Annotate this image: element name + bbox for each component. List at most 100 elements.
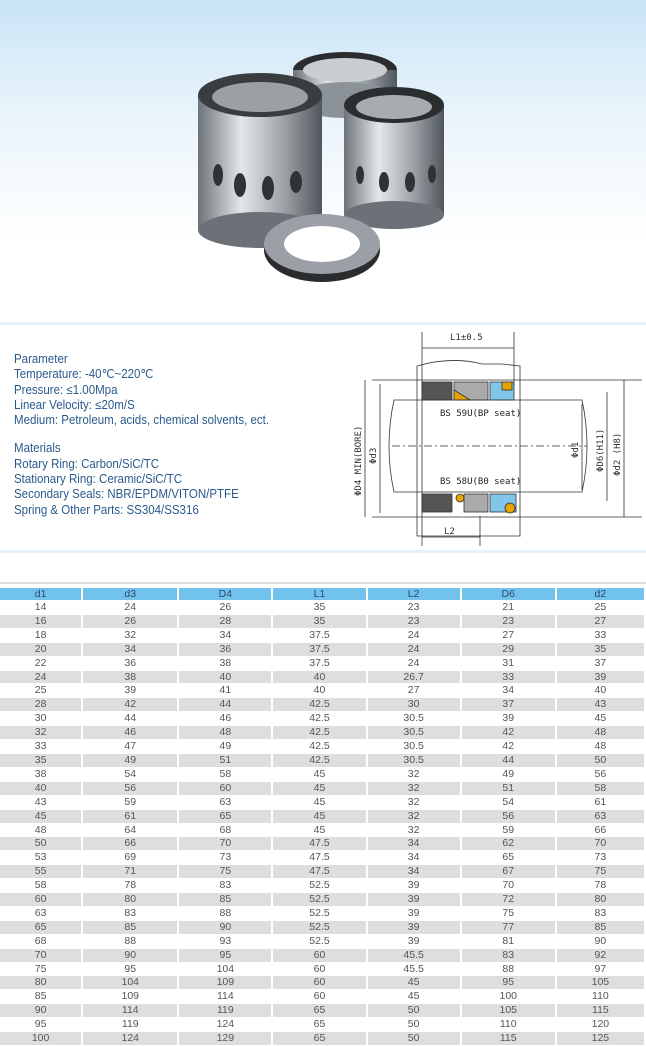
cell-d2: 50 <box>556 753 644 767</box>
cell-l1: 60 <box>313 990 326 1003</box>
l2-label: L2 <box>444 527 455 537</box>
cell-d1: 53 <box>34 851 47 864</box>
cell-d6: 54 <box>502 795 515 808</box>
column-header-l1: L1 <box>273 588 366 600</box>
cell-d4: 60 <box>179 781 272 795</box>
table-row: 58 78 83 52.5 39 70 78 <box>0 879 644 892</box>
cell-d1: 50 <box>0 837 82 851</box>
cell-d6: 65 <box>502 851 515 864</box>
table-row: 28 42 44 42.5 30 37 43 <box>0 698 644 712</box>
cell-d6: 75 <box>502 906 515 919</box>
table-row: 75 95 104 60 45.5 88 97 <box>0 963 644 976</box>
cell-d3: 42 <box>83 698 178 712</box>
cell-d3: 47 <box>124 740 137 753</box>
table-row: 90 114 119 65 50 105 115 <box>0 1004 644 1018</box>
cell-d3: 56 <box>83 781 178 795</box>
cell-l2: 32 <box>407 795 420 808</box>
cell-d4: 83 <box>219 879 232 892</box>
cell-d1: 14 <box>34 601 47 613</box>
table-row: 70 90 95 60 45.5 83 92 <box>0 948 644 962</box>
cell-l1: 37.5 <box>309 628 330 641</box>
cell-d1: 75 <box>34 962 47 975</box>
material-spring: Spring & Other Parts: SS304/SS316 <box>14 502 199 517</box>
cell-d6: 34 <box>502 684 515 697</box>
parameter-medium: Medium: Petroleum, acids, chemical solve… <box>14 413 270 428</box>
cell-d3: 36 <box>124 656 137 669</box>
cell-l2: 45.5 <box>403 962 424 975</box>
table-row: 48 64 68 45 32 59 66 <box>0 824 644 837</box>
cell-d2: 27 <box>556 614 644 628</box>
cell-d3: 34 <box>83 642 178 656</box>
cell-d6: 59 <box>502 823 515 836</box>
cell-d4: 104 <box>216 962 235 975</box>
cell-d6: 44 <box>461 753 555 767</box>
cell-d1: 20 <box>0 642 82 656</box>
cell-l1: 42.5 <box>273 726 366 740</box>
cell-d3: 124 <box>83 1032 178 1045</box>
materials-heading: Materials <box>14 441 61 456</box>
cell-d4: 124 <box>216 1018 235 1031</box>
cell-d2: 66 <box>594 823 607 836</box>
cell-d2: 125 <box>556 1032 644 1045</box>
cell-d3: 24 <box>124 601 137 613</box>
cell-d6: 70 <box>502 879 515 892</box>
table-row: 20 34 36 37.5 24 29 35 <box>0 642 644 656</box>
cell-l1: 65 <box>273 1004 366 1018</box>
cell-l1: 45 <box>313 823 326 836</box>
cell-d3: 44 <box>124 712 137 725</box>
cell-d1: 70 <box>0 948 82 962</box>
cell-l1: 45 <box>273 781 366 795</box>
d1-label: Φd1 <box>571 442 581 458</box>
cell-d1: 55 <box>0 865 82 879</box>
specifications: Parameter Temperature: -40℃~220℃ Pressur… <box>14 352 269 518</box>
table-row: 60 80 85 52.5 39 72 80 <box>0 893 644 906</box>
cell-d3: 38 <box>83 670 178 684</box>
cell-d2: 33 <box>594 628 607 641</box>
table-row: 24 38 40 40 26.7 33 39 <box>0 670 644 684</box>
cell-d2: 45 <box>594 712 607 725</box>
cell-l2: 39 <box>367 893 460 906</box>
material-rotary-ring: Rotary Ring: Carbon/SiC/TC <box>14 456 160 471</box>
divider <box>0 550 646 553</box>
cell-l1: 47.5 <box>309 851 330 864</box>
cell-d3: 54 <box>124 767 137 780</box>
cell-l2: 30 <box>367 698 460 712</box>
cell-l2: 23 <box>367 614 460 628</box>
cell-d4: 46 <box>219 712 232 725</box>
cell-l2: 50 <box>407 1018 420 1031</box>
bs58u-label: BS 58U(B0 seat) <box>440 477 521 487</box>
cell-l1: 40 <box>273 670 366 684</box>
cell-d6: 100 <box>499 990 518 1003</box>
cell-d1: 80 <box>0 976 82 990</box>
cell-d1: 25 <box>34 684 47 697</box>
parameter-heading: Parameter <box>14 352 68 366</box>
cell-d1: 33 <box>34 740 47 753</box>
cell-d3: 85 <box>83 920 178 934</box>
cell-d6: 33 <box>461 670 555 684</box>
table-row: 100 124 129 65 50 115 125 <box>0 1032 644 1045</box>
cell-d6: 37 <box>461 698 555 712</box>
cell-d1: 16 <box>0 614 82 628</box>
cell-d3: 104 <box>83 976 178 990</box>
table-row: 14 24 26 35 23 21 25 <box>0 601 644 614</box>
cell-l2: 24 <box>367 642 460 656</box>
cell-l1: 47.5 <box>273 865 366 879</box>
cell-d4: 95 <box>179 948 272 962</box>
cell-l1: 42.5 <box>273 698 366 712</box>
cell-d2: 39 <box>556 670 644 684</box>
cell-l2: 30.5 <box>367 726 460 740</box>
cell-d2: 48 <box>594 740 607 753</box>
cell-d3: 59 <box>124 795 137 808</box>
cell-d1: 90 <box>0 1004 82 1018</box>
cell-l2: 39 <box>367 920 460 934</box>
cell-l1: 37.5 <box>273 642 366 656</box>
cell-d1: 38 <box>34 767 47 780</box>
cell-d4: 28 <box>179 614 272 628</box>
cell-d4: 63 <box>219 795 232 808</box>
cell-d2: 120 <box>591 1018 610 1031</box>
cell-d3: 69 <box>124 851 137 864</box>
cell-d4: 109 <box>179 976 272 990</box>
cell-l1: 35 <box>313 601 326 613</box>
cell-d1: 100 <box>0 1032 82 1045</box>
cell-l1: 45 <box>273 809 366 823</box>
